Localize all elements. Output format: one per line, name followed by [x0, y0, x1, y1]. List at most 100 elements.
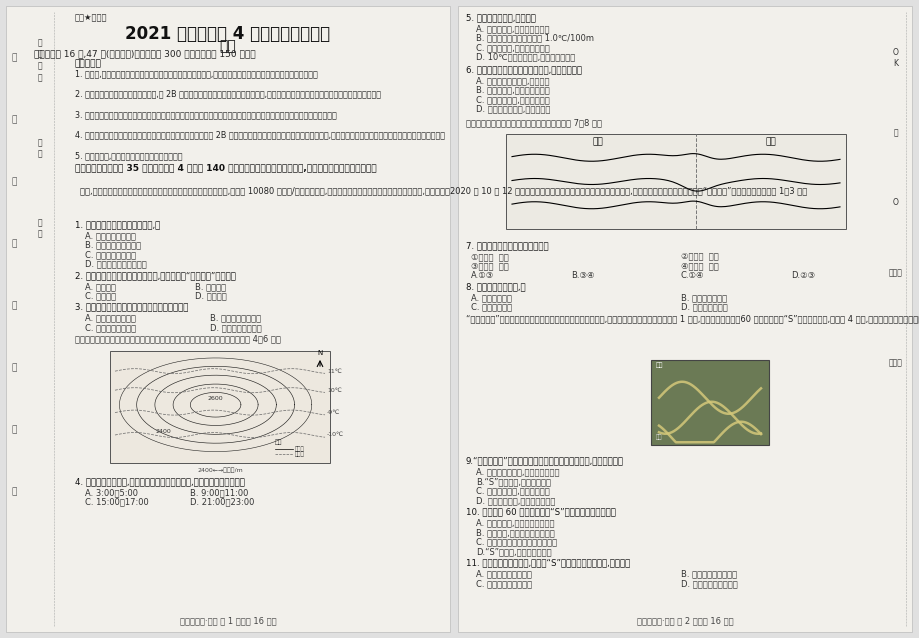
Text: 等温线: 等温线 [295, 451, 304, 457]
Text: C. 内弯道处设置凹面镜: C. 内弯道处设置凹面镜 [475, 579, 531, 588]
Text: 2400: 2400 [155, 429, 171, 434]
Text: 座位号: 座位号 [888, 358, 902, 367]
Text: A. 外弯道处设置凸面镜: A. 外弯道处设置凸面镜 [475, 570, 531, 579]
Text: 目前,我国辽宁省红沿河核电厂已实现利用核电站余热进行海水淡化,产能为 10080 立方米/天。一直以来,我国紧跟世界前沿研发多用途先进核能系统,成果颏丰。202: 目前,我国辽宁省红沿河核电厂已实现利用核电站余热进行海水淡化,产能为 10080… [80, 186, 806, 195]
Text: 作: 作 [11, 426, 17, 434]
Text: D. 内弯道处设置凸面镜: D. 内弯道处设置凸面镜 [680, 579, 737, 588]
Text: 等高线: 等高线 [295, 446, 304, 452]
Text: 镐: 镐 [892, 128, 897, 137]
Text: 1. 答题前,先将自己的姓名、准考证号填写在试题卷和答题卡上,并将准考证号条形码粘贴在答题卡上的指定位置。: 1. 答题前,先将自己的姓名、准考证号填写在试题卷和答题卡上,并将准考证号条形码… [75, 69, 317, 78]
Text: D. 地处东北信风带: D. 地处东北信风带 [680, 302, 727, 311]
Text: A. 东坡年均昼长较长,光照充足: A. 东坡年均昼长较长,光照充足 [475, 76, 549, 85]
Text: 5. 图中气温的描述,正确的是: 5. 图中气温的描述,正确的是 [466, 13, 535, 22]
Text: 高三大联考·文综 第 2 页（公 16 页）: 高三大联考·文综 第 2 页（公 16 页） [636, 616, 732, 625]
Text: C. 为保障当地居民出行及货运安全: C. 为保障当地居民出行及货运安全 [475, 537, 557, 547]
FancyBboxPatch shape [6, 6, 449, 632]
Text: 10℃: 10℃ [326, 388, 341, 393]
Text: 2021 届天府名校 4 月高三诊断性考试: 2021 届天府名校 4 月高三诊断性考试 [125, 25, 330, 43]
Text: 4. 选考题的作答：先把所选题目的题号在答题卡上指定的位置用 2B 铅笔涂黑。答案写在答题卡上对应的答题区域内,写在试题卷、草稿纸和答题卡上的非答题区域均无效。: 4. 选考题的作答：先把所选题目的题号在答题卡上指定的位置用 2B 铅笔涂黑。答… [75, 131, 445, 140]
Text: 3. 大力研发多用途先进核能系统的最主要目的是: 3. 大力研发多用途先进核能系统的最主要目的是 [75, 302, 188, 311]
Text: 内: 内 [11, 239, 17, 248]
Text: D. 安全性差: D. 安全性差 [195, 292, 226, 300]
Text: 封: 封 [11, 115, 17, 124]
Text: C. 循环环境污染问题: C. 循环环境污染问题 [85, 323, 136, 332]
Text: 海洋: 海洋 [592, 137, 603, 146]
Text: D. 保障能源供应安全: D. 保障能源供应安全 [210, 323, 262, 332]
Text: 化者: 化者 [655, 435, 662, 440]
Text: D. 道路弯多坡陨,驾驶技术要求高: D. 道路弯多坡陨,驾驶技术要求高 [475, 496, 555, 505]
Text: B. 导致核电站余热很费: B. 导致核电站余热很费 [85, 241, 141, 249]
Text: C. 此时段多海雾: C. 此时段多海雾 [471, 302, 512, 311]
Text: B. 9:00～11:00: B. 9:00～11:00 [190, 488, 248, 497]
Text: 高三大联考·文综 第 1 页（公 16 页）: 高三大联考·文综 第 1 页（公 16 页） [179, 616, 276, 625]
Text: 8. 若图中洋流为暖流,则: 8. 若图中洋流为暖流,则 [466, 282, 525, 291]
Text: 2400←→等高线/m: 2400←→等高线/m [197, 468, 243, 473]
Text: 密: 密 [11, 54, 17, 63]
Text: 11. 为保障车辆行驶安全,在山区“S”型弯道上设置转弯镜,合理的是: 11. 为保障车辆行驶安全,在山区“S”型弯道上设置转弯镜,合理的是 [466, 558, 630, 567]
FancyBboxPatch shape [458, 6, 911, 632]
Text: 要: 要 [11, 364, 17, 373]
Text: 3. 非选择题的作答：用签字笔直接答在答题卡上对应的答题区域内。写在试题卷、草稿纸和答题卡上的非答题区域均无效。: 3. 非选择题的作答：用签字笔直接答在答题卡上对应的答题区域内。写在试题卷、草稿… [75, 110, 336, 119]
Text: 不: 不 [11, 302, 17, 311]
Text: B.“S”型弯道多,比赛竞赛性强: B.“S”型弯道多,比赛竞赛性强 [475, 477, 550, 486]
Text: A. 地势起伏大,缺乏坡度小的线路: A. 地势起伏大,缺乏坡度小的线路 [475, 519, 554, 528]
Text: C. 道路弯弯曲面,驾驶刺激性强: C. 道路弯弯曲面,驾驶刺激性强 [475, 487, 550, 496]
Text: -9℃: -9℃ [326, 410, 340, 415]
Text: C. 降低核能发电成本: C. 降低核能发电成本 [85, 250, 136, 259]
Text: 科
目: 科 目 [38, 138, 42, 159]
Text: B. 灵活性差: B. 灵活性差 [195, 282, 226, 291]
Text: D.②③: D.②③ [790, 271, 814, 280]
Text: 1. 利用核电站余热进行海水淡化,将: 1. 利用核电站余热进行海水淡化,将 [75, 220, 160, 229]
Text: O: O [892, 198, 898, 207]
Text: 4. 从太阳辐射的角度,考虑该时刻等温线分布状况,最可能出现在当地方时: 4. 从太阳辐射的角度,考虑该时刻等温线分布状况,最可能出现在当地方时 [75, 477, 244, 486]
Text: ②南半球  夏季: ②南半球 夏季 [680, 252, 718, 261]
Text: 2600: 2600 [208, 396, 223, 401]
Text: 准
考
证
号: 准 考 证 号 [38, 38, 42, 82]
Text: B. 东坡气温垂直递减率约为 1.0℃/100m: B. 东坡气温垂直递减率约为 1.0℃/100m [475, 34, 594, 43]
Text: B. 西坡为阴坡,太阳辐射量较少: B. 西坡为阴坡,太阳辐射量较少 [475, 85, 550, 94]
Text: 考场号: 考场号 [888, 268, 902, 277]
Text: 图例: 图例 [275, 440, 282, 445]
Text: A. 提供大量廉价能源: A. 提供大量廉价能源 [85, 313, 136, 322]
Text: D. 10℃等温线的分布,在西坡海拔最高: D. 10℃等温线的分布,在西坡海拔最高 [475, 52, 574, 61]
Text: “二十四道拐”是著名的山区公路，也是一条二十四道连縭公路,位于贵州省晚南州晚平县山南部 1 千米,该公路是在倾斜约60 度的斜坡上呈“S”型依山势而建,全程约 : “二十四道拐”是著名的山区公路，也是一条二十四道连縭公路,位于贵州省晚南州晚平县… [466, 315, 919, 323]
Text: ④南半球  冬季: ④南半球 冬季 [680, 262, 718, 271]
Text: 2. 选择题的作答：每小题选出答案后,用 2B 铅笔把答题卡上对应题目的答案标号涂黑,写在试题卷、草稿纸和答题卡上的非答题区域均无效。: 2. 选择题的作答：每小题选出答案后,用 2B 铅笔把答题卡上对应题目的答案标号… [75, 89, 380, 98]
Text: A. 路面固坡润光滑,易发生驾驶事故: A. 路面固坡润光滑,易发生驾驶事故 [475, 468, 559, 477]
Text: 11℃: 11℃ [326, 369, 341, 374]
Text: 本试题卷公 16 页,47 题(含选考题)。全卷满分 300 分。考试用时 150 分钟。: 本试题卷公 16 页,47 题(含选考题)。全卷满分 300 分。考试用时 15… [34, 49, 255, 58]
Text: 贵州: 贵州 [655, 363, 663, 369]
Text: O
K: O K [892, 48, 898, 68]
Text: -10℃: -10℃ [326, 433, 344, 438]
Text: 7. 图示海域所在半球及季节可能为: 7. 图示海域所在半球及季节可能为 [466, 241, 548, 250]
Text: B. 外弯道处设置凹面镜: B. 外弯道处设置凹面镜 [680, 570, 736, 579]
Text: 一、选择题：本题共 35 小题，每小题 4 分，共 140 分。在每小题给出的四个选项中,只有一项是符合题目要求的。: 一、选择题：本题共 35 小题，每小题 4 分，共 140 分。在每小题给出的四… [75, 163, 376, 172]
Text: B. 位于中高纬海区: B. 位于中高纬海区 [680, 293, 726, 302]
Text: D. 为核电机组提供冷却水: D. 为核电机组提供冷却水 [85, 260, 147, 269]
Text: 2. 相比核电站百万千瓦的核电机组,规模更小的“玲龙一号”的特点是: 2. 相比核电站百万千瓦的核电机组,规模更小的“玲龙一号”的特点是 [75, 271, 235, 280]
Text: A. 与西坡相比,东坡垂直温差小: A. 与西坡相比,东坡垂直温差小 [475, 24, 549, 33]
Text: B.③④: B.③④ [571, 271, 594, 280]
Text: 答: 答 [11, 487, 17, 496]
Text: A. 自北向南流动: A. 自北向南流动 [471, 293, 511, 302]
Text: 注意事项：: 注意事项： [75, 59, 102, 68]
Text: D. 21:00～23:00: D. 21:00～23:00 [190, 498, 254, 507]
Text: 9.“二十四道拐”是理想的山区公路汽车爬坡比赛赛场,其原因主要是: 9.“二十四道拐”是理想的山区公路汽车爬坡比赛赛场,其原因主要是 [466, 457, 623, 466]
Text: B. 优化能源消费结构: B. 优化能源消费结构 [210, 313, 261, 322]
Text: A. 产能较强: A. 产能较强 [85, 282, 116, 291]
Text: 5. 考试结束后,请将本试题卷和答题卡一并上交。: 5. 考试结束后,请将本试题卷和答题卡一并上交。 [75, 151, 182, 160]
Text: D. 西坡相对高度大,降水较丰富: D. 西坡相对高度大,降水较丰富 [475, 105, 550, 114]
Text: D.“S”型设置,延长了公路里程: D.“S”型设置,延长了公路里程 [475, 547, 551, 556]
Text: C.①④: C.①④ [680, 271, 704, 280]
Text: 姓
名: 姓 名 [38, 218, 42, 239]
Bar [505, 134, 845, 229]
Text: C. 15:00～17:00: C. 15:00～17:00 [85, 498, 149, 507]
Text: ①北半球  夏季: ①北半球 夏季 [471, 252, 508, 261]
Text: 6. 该山地东坡年平均气温高于西坡,其原因可能是: 6. 该山地东坡年平均气温高于西坡,其原因可能是 [466, 65, 582, 74]
Text: 线: 线 [11, 177, 17, 186]
Text: N: N [317, 350, 323, 356]
Text: 绝密★启用前: 绝密★启用前 [75, 13, 108, 22]
Text: 下图为我国西南地区某山地局部等高线地形图与某时刻等温线分布图，据图完成 4～6 题。: 下图为我国西南地区某山地局部等高线地形图与某时刻等温线分布图，据图完成 4～6 … [75, 334, 280, 343]
Text: ③北半球  冬季: ③北半球 冬季 [471, 262, 508, 271]
Text: A. 3:00～5:00: A. 3:00～5:00 [85, 488, 138, 497]
